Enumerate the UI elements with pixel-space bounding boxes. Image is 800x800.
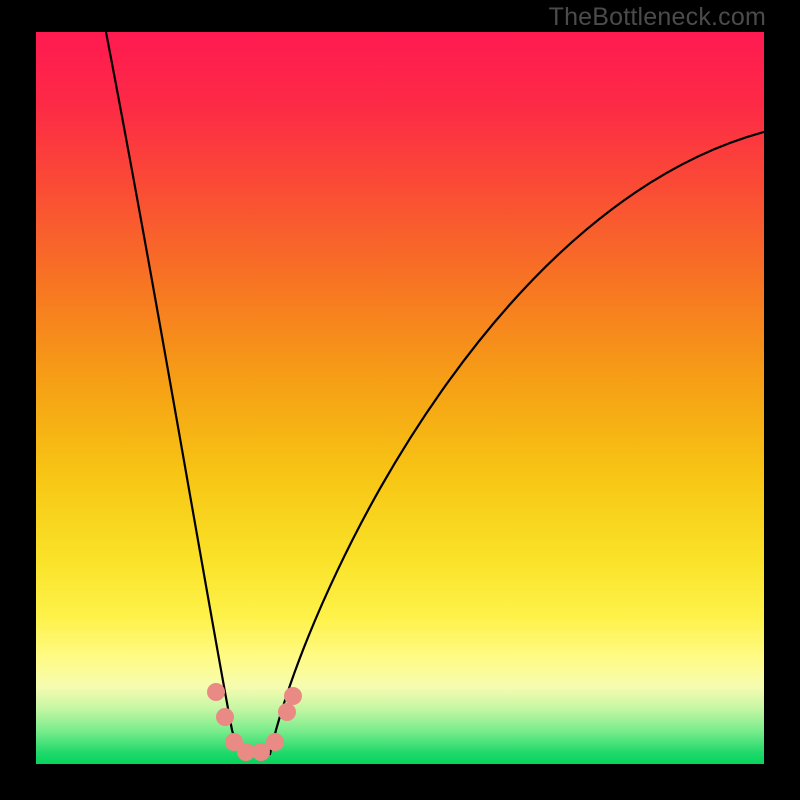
watermark-text: TheBottleneck.com xyxy=(549,3,766,32)
plot-area xyxy=(36,32,764,764)
valley-dot xyxy=(207,683,225,701)
border-bottom xyxy=(0,764,800,800)
chart-canvas: TheBottleneck.com xyxy=(0,0,800,800)
border-left xyxy=(0,0,36,800)
valley-dot xyxy=(266,733,284,751)
valley-dot xyxy=(216,708,234,726)
valley-dot xyxy=(278,703,296,721)
border-right xyxy=(764,0,800,800)
valley-dot xyxy=(284,687,302,705)
valley-dots-layer xyxy=(36,32,764,764)
